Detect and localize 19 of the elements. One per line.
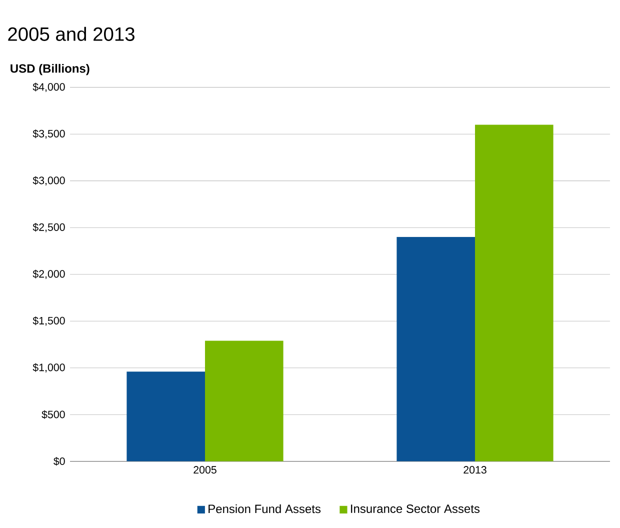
bar — [126, 372, 205, 462]
legend-label: Pension Fund Assets — [208, 504, 321, 514]
y-tick-label: $3,000 — [32, 176, 65, 186]
y-tick-label: $2,000 — [32, 270, 65, 279]
y-tick-label: $1,000 — [32, 363, 65, 372]
bar — [205, 340, 284, 462]
bar — [475, 124, 554, 462]
y-tick-label: $4,000 — [32, 82, 65, 92]
x-tick-label: 2013 — [464, 466, 486, 474]
legend-label: Insurance Sector Assets — [351, 504, 480, 513]
y-tick-label: $500 — [42, 410, 65, 419]
bar — [396, 236, 476, 462]
y-tick-label: $0 — [54, 457, 65, 466]
x-tick-label: 2005 — [194, 466, 216, 474]
y-tick-label: $3,500 — [32, 129, 65, 139]
y-tick-label: $2,500 — [32, 222, 65, 232]
chart-title: 2005 and 2013 — [8, 26, 134, 41]
y-tick-label: $1,500 — [32, 316, 65, 326]
y-axis-title: USD (Billions) — [10, 64, 90, 76]
